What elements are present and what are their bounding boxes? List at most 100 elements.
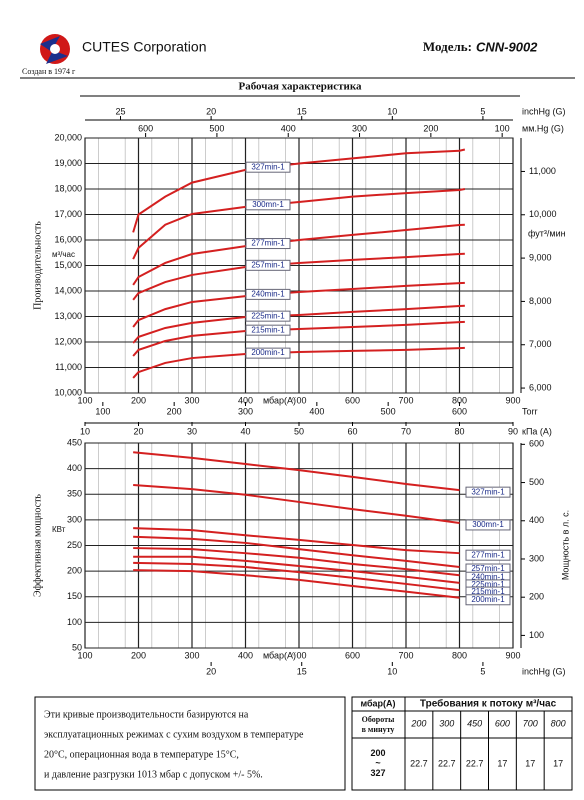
secondary-tick-label: 5	[480, 106, 485, 116]
curve-label: 257min-1	[471, 564, 505, 573]
x-tick-label: 200	[131, 650, 146, 660]
secondary-tick-label: 30	[187, 426, 197, 436]
x-tick-label: 400	[238, 395, 253, 405]
x-tick-label: 500	[291, 650, 306, 660]
x-tick-label: 200	[131, 395, 146, 405]
founded: Создан в 1974 г	[22, 67, 76, 76]
x-tick-label: 400	[238, 650, 253, 660]
secondary-axis-label: inchHg (G)	[522, 666, 566, 676]
x-tick-label: 800	[452, 650, 467, 660]
x-axis-label: мбар(A)	[263, 650, 296, 660]
row-label: Обороты в минуту	[362, 715, 395, 734]
secondary-tick-label: 20	[206, 106, 216, 116]
curve	[133, 535, 460, 569]
secondary-tick-label: 200	[167, 406, 182, 416]
curve-label: 225min-1	[471, 580, 505, 589]
x-tick-label: 900	[505, 650, 520, 660]
curve-label: 277min-1	[251, 239, 285, 248]
secondary-tick-label: 100	[95, 406, 110, 416]
y-tick-label: 11,000	[55, 362, 82, 372]
curve-label-box	[465, 594, 511, 606]
curve-label-box	[465, 486, 511, 498]
curve-label: 240min-1	[251, 289, 285, 298]
secondary-tick-label: 70	[401, 426, 411, 436]
secondary-tick-label: 200	[423, 123, 438, 133]
y2-tick-label: 300	[529, 553, 544, 563]
secondary-tick-label: 50	[294, 426, 304, 436]
curve-label: 215min-1	[251, 325, 285, 334]
secondary-tick-label: 600	[452, 406, 467, 416]
y2-tick-label: 500	[529, 477, 544, 487]
y-tick-label: 100	[67, 617, 82, 627]
pressure: 200	[410, 718, 426, 728]
curve-label-box	[245, 324, 291, 336]
x-tick-label: 100	[77, 650, 92, 660]
curve-label: 200min-1	[251, 348, 285, 357]
x-tick-label: 700	[398, 395, 413, 405]
curve-label-box	[245, 238, 291, 250]
secondary-tick-label: 40	[240, 426, 250, 436]
y2-tick-label: 6,000	[529, 382, 552, 392]
pressure: 800	[551, 718, 566, 728]
secondary-tick-label: 300	[352, 123, 367, 133]
pressure: 600	[495, 718, 510, 728]
pressure: 300	[439, 718, 454, 728]
x-tick-label: 700	[398, 650, 413, 660]
y2-axis-title: фут³/мин	[528, 228, 566, 238]
y2-axis-title: Мощность в л. с.	[560, 510, 570, 580]
y-unit: м³/час	[52, 250, 75, 259]
secondary-tick-label: 15	[297, 666, 307, 676]
pressure: 450	[467, 718, 482, 728]
y2-tick-label: 10,000	[529, 209, 557, 219]
x-tick-label: 300	[184, 395, 199, 405]
table-box	[351, 696, 573, 791]
curve-label: 277min-1	[471, 550, 505, 559]
y2-tick-label: 200	[529, 592, 544, 602]
y2-tick-label: 9,000	[529, 252, 552, 262]
model: CNN-9002	[476, 39, 538, 54]
curve-label-box	[245, 199, 291, 211]
y-unit: КВт	[52, 525, 66, 534]
y-tick-label: 150	[67, 591, 82, 601]
curve-label: 215min-1	[471, 587, 505, 596]
secondary-tick-label: 400	[281, 123, 296, 133]
y-tick-label: 450	[67, 437, 82, 447]
secondary-tick-label: 400	[309, 406, 324, 416]
flow-value: 22.7	[466, 758, 484, 768]
x-axis-label: мбар(A)	[263, 395, 296, 405]
note-box	[34, 696, 346, 791]
secondary-axis-label: inchHg (G)	[522, 106, 566, 116]
secondary-axis-label: мм.Hg (G)	[522, 123, 564, 133]
secondary-tick-label: 600	[138, 123, 153, 133]
secondary-tick-label: 90	[508, 426, 518, 436]
y-tick-label: 15,000	[54, 260, 82, 270]
y-tick-label: 13,000	[54, 311, 82, 321]
curve-label-box	[245, 259, 291, 271]
secondary-tick-label: 20	[133, 426, 143, 436]
y-tick-label: 17,000	[54, 209, 82, 219]
secondary-tick-label: 80	[454, 426, 464, 436]
y2-tick-label: 7,000	[529, 339, 552, 349]
curve-label-box	[245, 347, 291, 359]
y-tick-label: 350	[67, 489, 82, 499]
y-tick-label: 14,000	[54, 285, 82, 295]
y-tick-label: 16,000	[54, 234, 82, 244]
x-tick-label: 100	[77, 395, 92, 405]
curve-label-box	[245, 288, 291, 300]
secondary-tick-label: 10	[387, 666, 397, 676]
secondary-axis-label: кПа (A)	[522, 426, 552, 436]
y-tick-label: 400	[67, 463, 82, 473]
secondary-tick-label: 500	[381, 406, 396, 416]
table-corner: мбар(A)	[360, 698, 395, 708]
y2-tick-label: 600	[529, 439, 544, 449]
curve-label: 327min-1	[471, 487, 505, 496]
y-tick-label: 19,000	[54, 158, 82, 168]
y2-tick-label: 100	[529, 630, 544, 640]
curve-label-box	[245, 310, 291, 322]
note-line: эксплуатационных режимах с сухим воздухо…	[44, 729, 304, 740]
y2-tick-label: 8,000	[529, 296, 552, 306]
x-tick-label: 900	[505, 395, 520, 405]
y-tick-label: 50	[72, 642, 82, 652]
x-tick-label: 600	[345, 650, 360, 660]
curve-label-box	[245, 161, 291, 173]
